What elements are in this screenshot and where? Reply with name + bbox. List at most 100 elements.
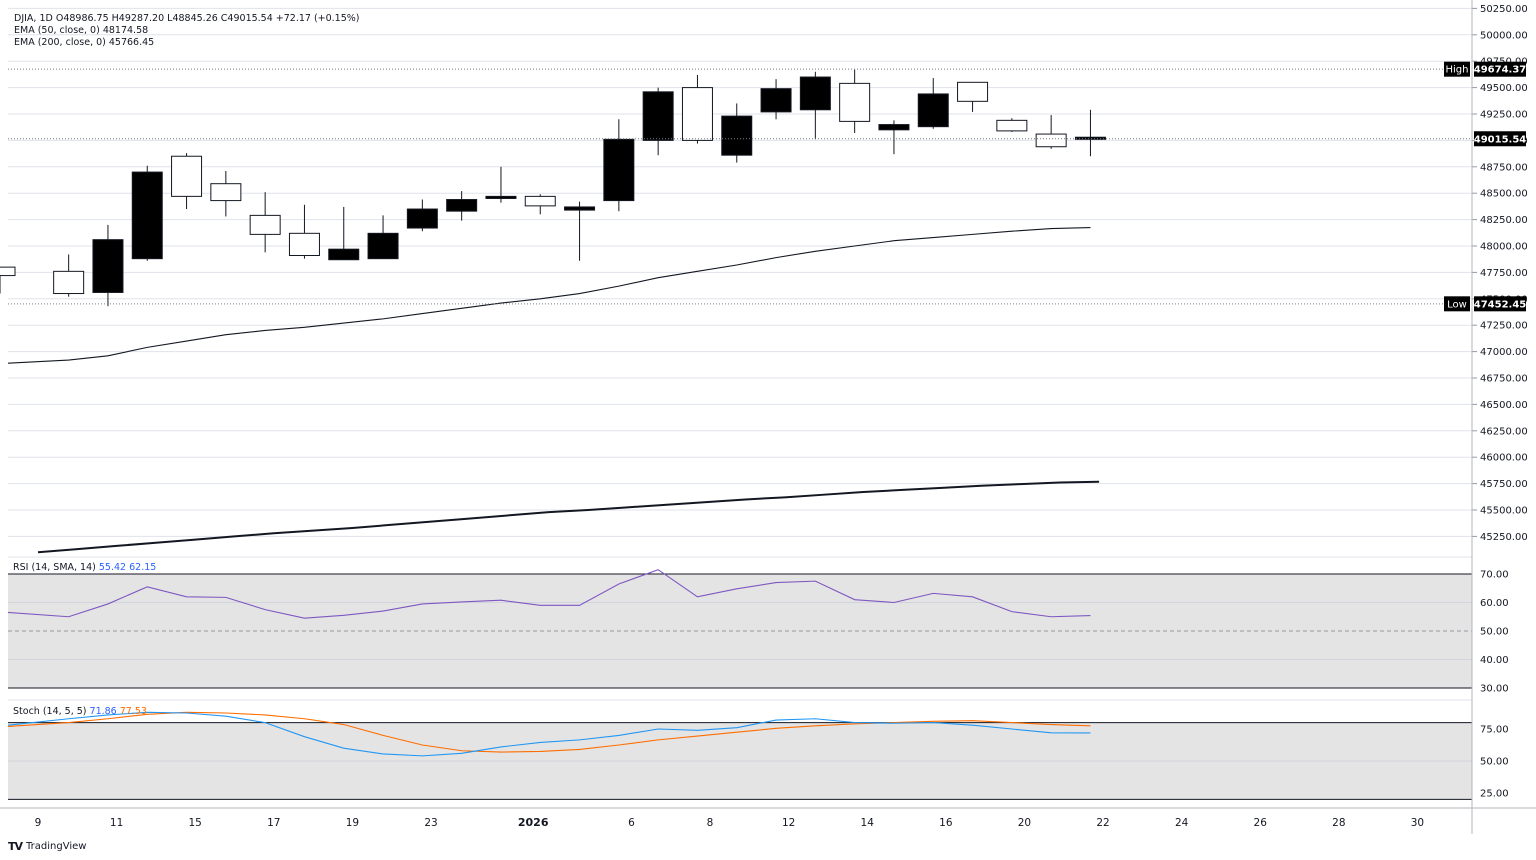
high-marker-value: 49674.37 [1474,65,1527,76]
rsi-legend-value: 55.42 [98,562,127,573]
rsi-tick-label: 30.00 [1480,684,1509,695]
ema50-legend[interactable]: EMA (50, close, 0) 48174.58 [14,25,149,36]
rsi-legend-label: RSI (14, SMA, 14) [13,562,96,573]
low-marker-label-box [1444,296,1470,312]
price-tick-label: 50250.00 [1480,4,1528,15]
candle-down [721,115,753,156]
symbol-legend[interactable]: DJIA, 1D O48986.75 H49287.20 L48845.26 C… [14,13,360,24]
candle-up [249,214,281,235]
stoch-tick-label: 50.00 [1480,757,1509,768]
candle-down [917,93,949,128]
time-tick-label: 17 [267,817,280,829]
time-tick-label: 2026 [518,816,549,829]
low-marker-value-box [1474,296,1526,312]
price-tick-label: 45750.00 [1480,479,1528,490]
time-tick-label: 9 [35,817,42,829]
candle-down [642,91,674,141]
candle-up [957,81,989,102]
stoch-legend-d-value: 77.53 [119,706,147,717]
price-tick-label: 46000.00 [1480,453,1528,464]
price-tick-label: 47750.00 [1480,268,1528,279]
ema50-series [7,226,1091,364]
last-price-marker-value: 49015.54 [1474,134,1527,145]
price-tick-label: 47000.00 [1480,347,1528,358]
time-tick-label: 23 [424,817,437,829]
time-tick-label: 11 [110,817,123,829]
stoch-legend[interactable]: Stoch (14, 5, 5) 71.86 77.53 [13,706,147,718]
price-markers: High 49674.37 Low 47452.45 49015.54 [1444,61,1527,312]
price-tick-label: 48000.00 [1480,242,1528,253]
price-grid [8,7,1472,537]
rsi-line [7,569,1091,619]
time-tick-label: 19 [346,817,359,829]
time-tick-label: 28 [1332,817,1345,829]
stoch-legend-k-value: 71.86 [89,706,117,717]
candle-down [131,171,163,260]
stoch-tick-label: 75.00 [1480,725,1509,736]
time-tick-label: 20 [1018,817,1031,829]
candle-down [1074,136,1106,140]
rsi-tick-label: 70.00 [1480,570,1509,581]
candle-up [53,270,85,295]
candle-down [564,206,596,211]
candle-up [0,266,16,277]
price-tick-label: 46500.00 [1480,400,1528,411]
ema200-legend[interactable]: EMA (200, close, 0) 45766.45 [14,37,155,48]
price-tick-label: 45500.00 [1480,506,1528,517]
candle-up [210,183,242,202]
candle-down [92,239,124,293]
rsi-pane [8,573,1472,689]
low-marker-value: 47452.45 [1474,299,1527,310]
stoch-legend-label: Stoch (14, 5, 5) [13,706,87,717]
candle-down [760,88,792,113]
stoch-k-series [7,711,1091,757]
candle-down [406,208,438,229]
price-axis[interactable]: 50250.0050000.0049750.0049500.0049250.00… [1471,0,1528,834]
tradingview-logo-icon: TV [8,840,23,853]
price-tick-label: 48250.00 [1480,215,1528,226]
tradingview-logo[interactable]: TV TradingView [8,840,86,853]
rsi-legend[interactable]: RSI (14, SMA, 14) 55.42 62.15 [13,562,156,574]
candle-up [524,195,556,207]
candle-up [681,87,713,141]
price-tick-label: 46250.00 [1480,426,1528,437]
time-axis[interactable]: 9 11 15 17 19 23 2026 6 8 12 14 16 20 22 24 26 28 30 [0,807,1536,829]
tradingview-logo-text: TradingView [26,841,87,852]
stoch-d-series [7,711,1091,753]
high-marker-label-box [1444,61,1470,77]
rsi-tick-label: 40.00 [1480,655,1509,666]
pane-separators [8,556,1472,701]
time-tick-label: 22 [1096,817,1109,829]
price-tick-label: 49250.00 [1480,110,1528,121]
price-tick-label: 50000.00 [1480,30,1528,41]
time-tick-label: 14 [861,817,875,829]
time-tick-label: 8 [707,817,714,829]
candle-up [1035,133,1067,148]
candles [0,69,1106,307]
time-tick-label: 6 [628,817,635,829]
candle-up [839,82,871,122]
high-low-lines [8,68,1472,305]
candle-down [446,199,478,212]
rsi-tick-label: 50.00 [1480,627,1509,638]
stoch-axis: 75.00 50.00 25.00 [1480,725,1509,800]
candle-up [288,232,320,257]
stoch-pane [8,722,1472,800]
ema200-line [37,480,1100,554]
candle-down [367,232,399,260]
price-tick-label: 48500.00 [1480,189,1528,200]
rsi-tick-label: 60.00 [1480,598,1509,609]
low-marker-label: Low [1447,299,1467,310]
rsi-legend-sma-value: 62.15 [129,562,157,573]
candle-down [603,138,635,202]
time-tick-label: 24 [1175,817,1189,829]
stoch-lines [7,711,1091,757]
candle-down [328,248,360,261]
rsi-series [7,569,1091,619]
last-price-marker-value-box [1474,131,1526,147]
time-tick-label: 15 [189,817,202,829]
rsi-axis: 70.00 60.00 50.00 40.00 30.00 [1480,570,1509,695]
candle-up [171,155,203,197]
candle-up [996,119,1028,132]
